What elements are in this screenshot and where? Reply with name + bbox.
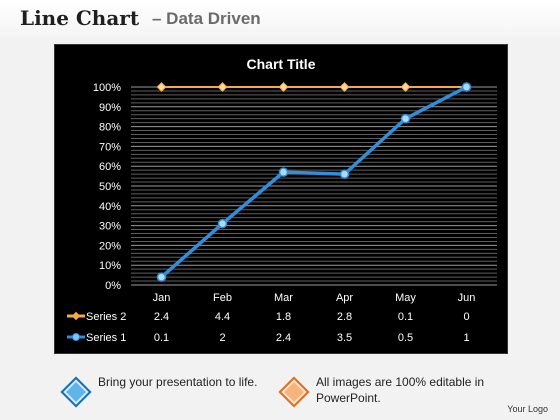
legend-marker-0 [71, 311, 81, 321]
series-2-point [278, 82, 289, 92]
x-tick-label: Jun [458, 292, 476, 304]
callout-editable: All images are 100% editable in PowerPoi… [278, 372, 490, 408]
series-1-point [156, 272, 167, 282]
legend-marker-1 [72, 333, 80, 341]
callout-editable-text: All images are 100% editable in PowerPoi… [316, 375, 485, 405]
table-cell: 2.4 [276, 332, 291, 344]
series-1-point [217, 218, 228, 229]
table-cell: 3.5 [337, 332, 352, 344]
y-tick-label: 100% [93, 82, 121, 94]
y-tick-label: 10% [99, 260, 121, 272]
series-2-point [156, 82, 167, 92]
series-1-point [339, 169, 350, 179]
chart-container: Chart Title 0% 10% 20% 30% 40% 50% 60% 70% 80% 90%… [54, 44, 508, 354]
table-cell: 0.1 [398, 311, 413, 323]
x-tick-label: Feb [213, 292, 232, 304]
page-title: Line Chart [20, 6, 140, 30]
x-tick-label: Apr [336, 292, 353, 304]
table-cell: 2 [219, 332, 225, 344]
legend-label: Series 2 [86, 311, 126, 323]
line-chart: Chart Title 0% 10% 20% 30% 40% 50% 60% 70% 80% 90%… [67, 56, 497, 344]
table-cell: 4.4 [215, 311, 230, 323]
series-1-point [400, 113, 411, 124]
table-cell: 0.1 [154, 332, 169, 344]
table-cell: 1.8 [276, 311, 291, 323]
series-1-line [160, 85, 468, 279]
table-cell: 2.4 [154, 311, 169, 323]
y-tick-label: 80% [99, 122, 121, 134]
y-tick-label: 70% [99, 141, 121, 153]
page-subtitle: – Data Driven [152, 9, 261, 28]
table-cell: 2.8 [337, 311, 352, 323]
table-cell: 0 [463, 311, 469, 323]
table-cell: 1 [463, 332, 469, 344]
y-tick-label: 90% [99, 102, 121, 114]
x-tick-label: Jan [153, 292, 171, 304]
series-2-point [217, 82, 228, 92]
series-2-point [339, 82, 350, 92]
callout-presentation-text: Bring your presentation to life. [98, 375, 258, 389]
legend-label: Series 1 [86, 332, 126, 344]
y-tick-label: 20% [99, 240, 121, 252]
logo-text: Your Logo [507, 404, 548, 414]
y-tick-label: 30% [99, 221, 121, 233]
y-tick-label: 60% [99, 161, 121, 173]
x-tick-label: Mar [274, 292, 293, 304]
chart-title: Chart Title [247, 56, 316, 72]
header-bar: Line Chart – Data Driven [0, 0, 560, 38]
series-2-point [400, 82, 411, 92]
y-tick-label: 40% [99, 201, 121, 213]
orange-diamond-icon [278, 376, 310, 408]
x-tick-label: May [395, 292, 416, 304]
y-tick-label: 50% [99, 181, 121, 193]
callout-presentation: Bring your presentation to life. [60, 372, 262, 408]
y-tick-label: 0% [105, 280, 121, 292]
series-1-point [461, 82, 472, 92]
series-1-point [278, 167, 289, 177]
blue-diamond-icon [60, 376, 92, 408]
table-cell: 0.5 [398, 332, 413, 344]
